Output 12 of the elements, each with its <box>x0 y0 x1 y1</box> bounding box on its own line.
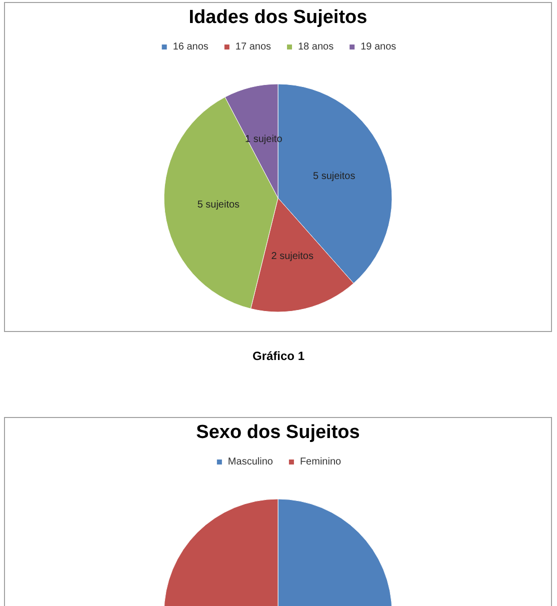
chart-title: Sexo dos Sujeitos <box>196 422 360 443</box>
data-label: 5 sujeitos <box>312 171 356 182</box>
legend-label: 16 anos <box>172 42 208 52</box>
legend-label: Masculino <box>228 456 274 468</box>
text: Gráfico 1 <box>251 349 306 363</box>
chart-title: Idades dos Sujeitos <box>188 7 368 28</box>
legend-label: 19 anos <box>360 42 396 52</box>
data-label: 2 sujeitos <box>271 250 314 262</box>
data-label: 5 sujeitos <box>197 200 240 211</box>
legend-label: 18 anos <box>298 42 334 52</box>
legend-label: Feminino <box>300 456 342 468</box>
legend-label: 17 anos <box>235 42 272 52</box>
